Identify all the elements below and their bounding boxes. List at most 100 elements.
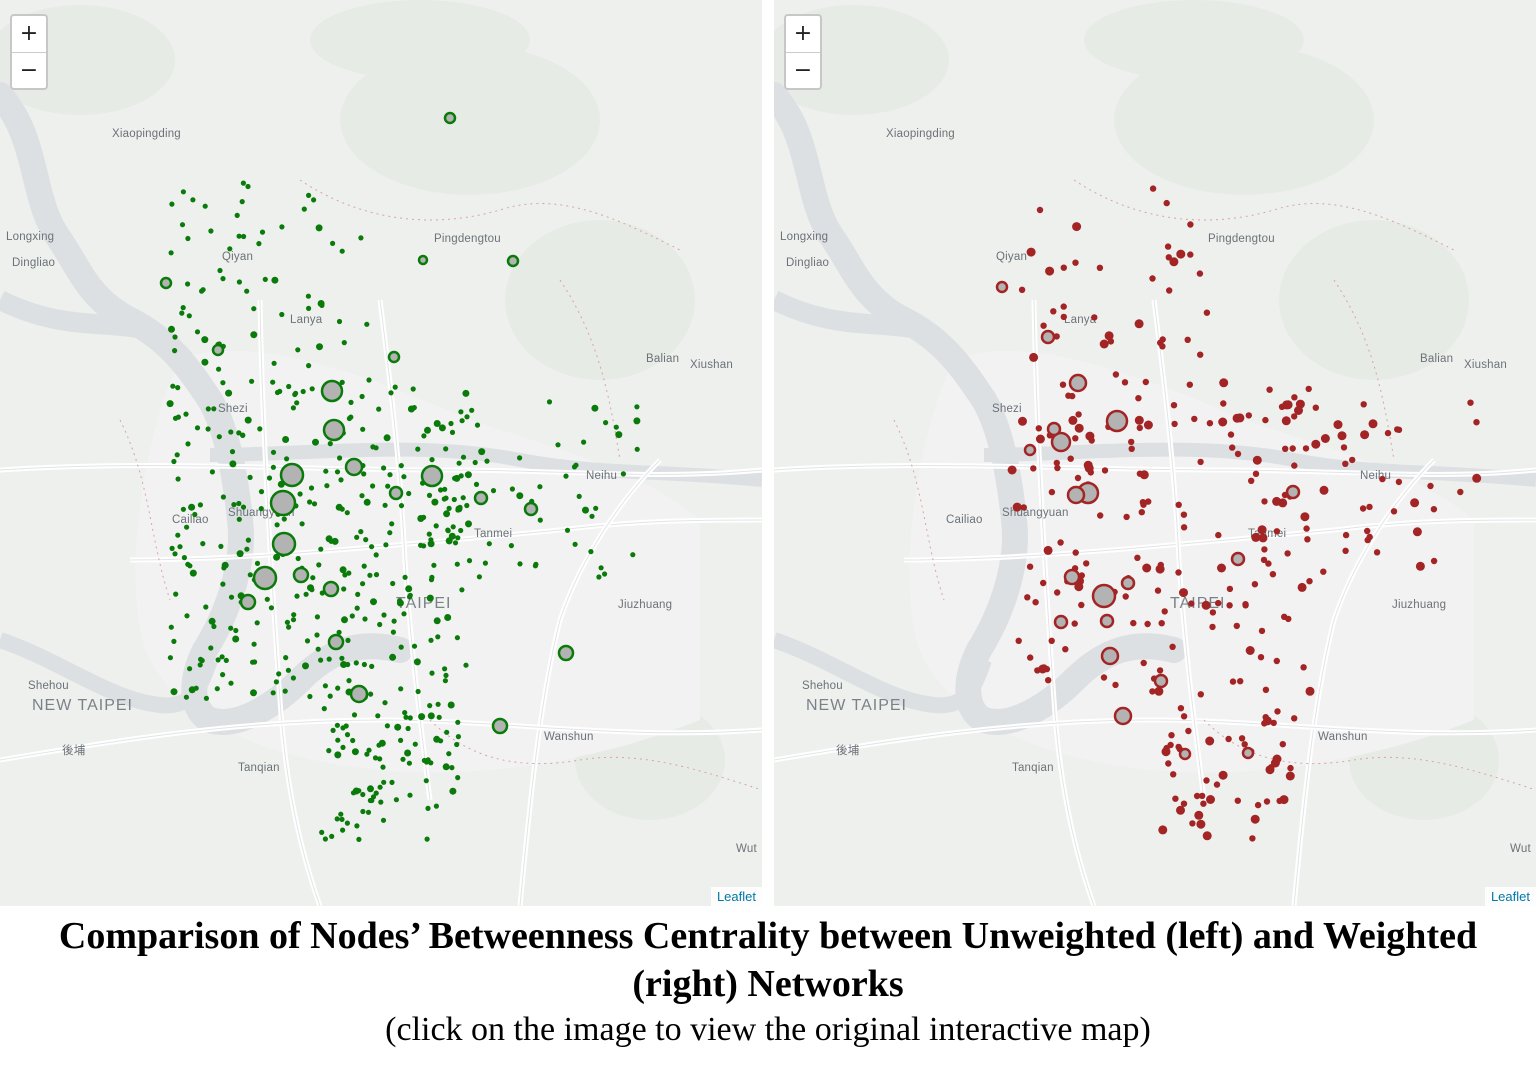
node-marker [203,695,209,701]
figure-caption[interactable]: Comparison of Nodes’ Betweenness Central… [0,912,1536,1052]
central-node-marker [1230,551,1246,567]
node-marker [429,457,435,463]
node-marker [633,417,641,425]
node-marker [239,199,245,205]
node-marker [205,426,211,432]
node-marker [339,566,347,574]
central-node-marker [252,565,278,591]
node-marker [337,455,343,461]
node-marker [193,685,199,691]
node-marker [380,764,386,770]
node-marker [194,329,201,335]
node-marker [1018,286,1026,293]
node-marker [1171,420,1178,428]
node-marker [232,635,240,643]
node-marker [169,201,175,207]
node-marker [330,240,336,246]
node-marker [1130,619,1137,627]
node-marker [411,643,418,649]
central-node-marker [1050,431,1072,453]
node-marker [184,524,190,530]
node-marker [1091,314,1098,321]
node-marker [615,431,623,439]
node-marker [315,224,323,232]
node-marker [383,434,391,442]
place-label: Cailiao [172,514,209,526]
node-marker [443,510,451,518]
node-marker [1170,402,1178,409]
node-marker [336,629,342,635]
node-marker [1169,643,1176,650]
map-unweighted[interactable]: Xiaopingding Longxing Dingliao Qiyan Pingden… [0,0,762,906]
node-marker [469,407,475,413]
node-marker [1282,400,1292,410]
node-marker [1203,777,1210,784]
map-weighted[interactable]: Xiaopingding Longxing Dingliao Qiyan Pingden… [774,0,1536,906]
node-marker [1043,665,1051,673]
central-node-marker [1099,613,1115,629]
node-marker [307,499,313,505]
node-marker [412,741,418,747]
node-marker [286,624,292,630]
node-marker [1215,531,1222,539]
node-marker [244,416,252,424]
node-marker [254,620,260,626]
node-marker [1457,488,1464,496]
node-marker [322,683,328,689]
node-marker [174,452,180,458]
node-marker [418,542,424,548]
node-marker [1268,764,1275,771]
node-marker [316,343,323,351]
node-marker [1297,582,1307,592]
node-marker [427,703,433,709]
node-marker [268,605,274,611]
node-marker [351,748,359,756]
node-marker [406,760,412,766]
node-marker [1238,735,1246,742]
leaflet-attribution-link[interactable]: Leaflet [1484,887,1536,906]
node-marker [216,434,222,440]
node-marker [236,279,242,285]
node-marker [1165,254,1172,261]
node-marker [1187,221,1194,228]
node-marker [398,686,404,692]
node-marker [431,498,439,506]
node-marker [186,313,192,319]
node-marker [1252,470,1260,477]
central-node-marker [271,531,297,557]
node-marker [384,723,390,729]
node-marker [445,537,453,545]
node-marker [1319,485,1329,495]
node-marker [360,808,366,815]
zoom-in-button[interactable]: + [786,16,820,53]
node-marker [1254,801,1262,809]
node-marker [258,506,264,512]
node-marker [433,803,439,809]
node-marker [1099,339,1109,349]
zoom-in-button[interactable]: + [12,16,46,53]
node-marker [203,604,209,610]
place-label: Xiushan [1464,359,1507,371]
node-marker [1366,503,1373,511]
node-marker [247,474,253,480]
node-marker [360,791,366,798]
node-marker [634,404,640,410]
leaflet-attribution-link[interactable]: Leaflet [710,887,762,906]
node-marker [273,679,279,685]
central-node-marker [1091,583,1117,609]
zoom-out-button[interactable]: − [793,58,813,83]
node-marker [367,785,374,793]
node-markers-left [159,111,641,843]
node-marker [1237,678,1244,685]
node-marker [486,541,492,547]
node-marker [1196,270,1204,277]
node-marker [169,545,175,552]
node-marker [290,675,296,681]
node-marker [172,551,178,557]
node-marker [281,516,287,522]
zoom-out-button[interactable]: − [19,58,39,83]
node-marker [340,827,346,833]
node-marker [1189,820,1196,827]
place-label: Lanya [1064,314,1097,326]
node-marker [220,380,226,386]
